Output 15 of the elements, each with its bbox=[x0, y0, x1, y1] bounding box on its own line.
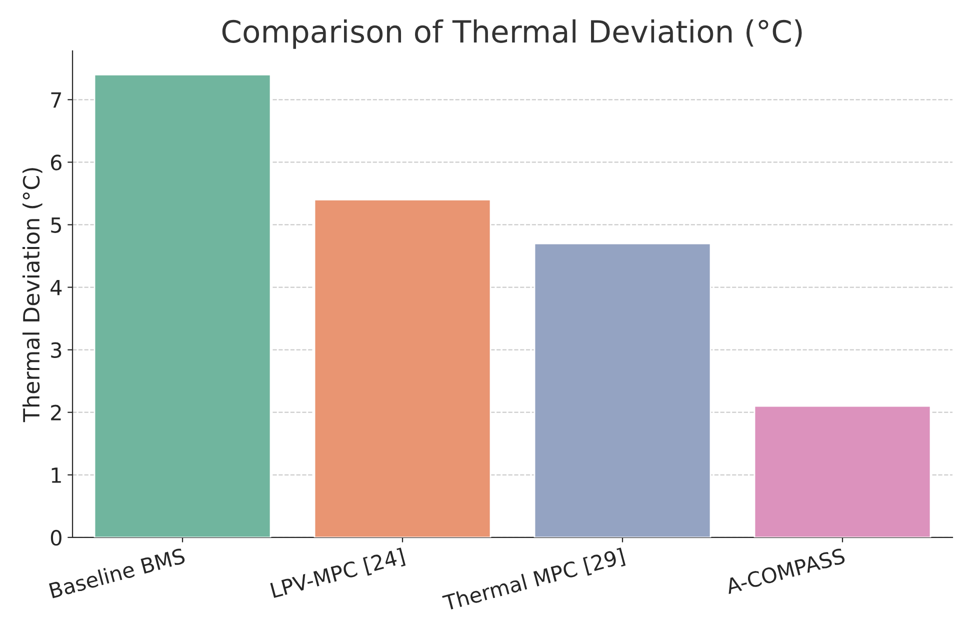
chart-title: Comparison of Thermal Deviation (°C) bbox=[222, 19, 802, 49]
y-tick-label: 1 bbox=[52, 468, 61, 483]
bar bbox=[94, 74, 272, 538]
x-tick-label: Baseline BMS bbox=[48, 547, 186, 599]
y-tick-label: 2 bbox=[51, 404, 61, 420]
y-tick-label: 3 bbox=[51, 342, 62, 358]
bar bbox=[314, 199, 492, 538]
y-tick-label: 5 bbox=[51, 217, 61, 233]
y-tick-label: 6 bbox=[51, 154, 62, 170]
y-tick-label: 7 bbox=[51, 92, 62, 108]
y-tick-label: 0 bbox=[50, 530, 62, 546]
bar bbox=[534, 242, 712, 538]
y-axis-title: Thermal Deviation (°C) bbox=[22, 168, 42, 422]
bar bbox=[754, 405, 932, 538]
y-tick-label: 4 bbox=[50, 280, 62, 296]
